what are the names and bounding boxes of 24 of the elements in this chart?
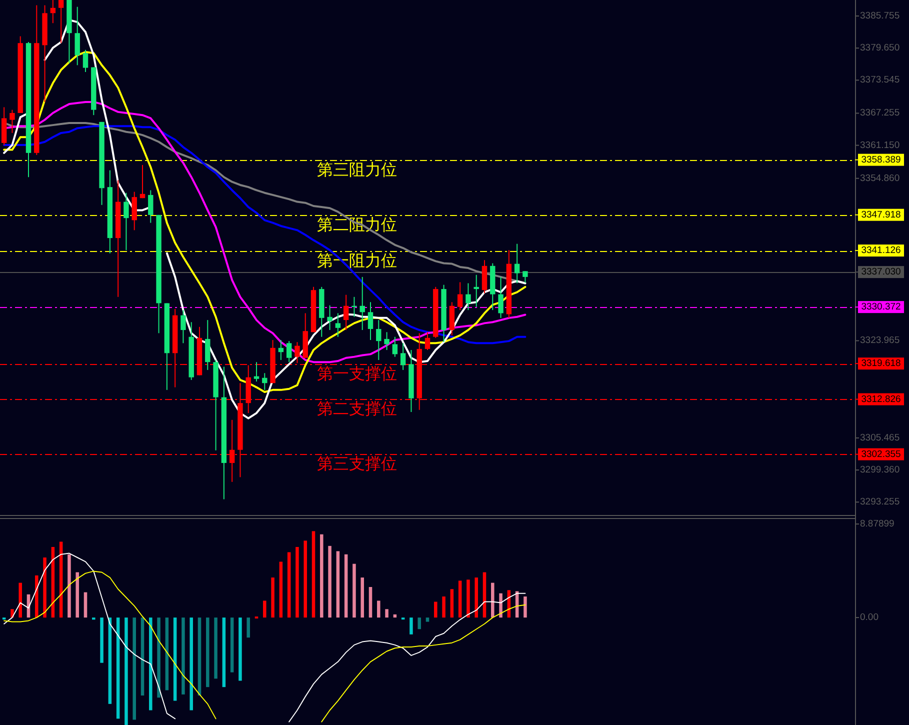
y-tick-label: 3330.372 xyxy=(861,302,901,313)
ref-line-label: 第三支撑位 xyxy=(317,455,397,473)
y-tick-label: 8.87899 xyxy=(860,518,894,530)
y-tick-label: 0.00 xyxy=(860,612,878,624)
y-tick-label: 3358.389 xyxy=(861,154,901,166)
y-tick-label: 3302.355 xyxy=(861,448,901,460)
y-tick-label: 3373.545 xyxy=(860,74,900,86)
y-tick-label: 3379.650 xyxy=(860,42,900,54)
y-tick-label: 3341.126 xyxy=(861,245,901,256)
y-tick-label: 3305.465 xyxy=(860,432,900,444)
y-tick-label: 3323.965 xyxy=(860,335,900,346)
y-tick-label: 3367.255 xyxy=(860,108,900,119)
ref-line-label: 第二支撑位 xyxy=(317,400,397,418)
y-tick-label: 3385.755 xyxy=(860,10,900,22)
ref-line-label: 第三阻力位 xyxy=(317,161,397,179)
y-tick-label: 3354.860 xyxy=(860,172,900,184)
y-tick-label: 3319.618 xyxy=(861,358,901,370)
y-tick-label: 3347.918 xyxy=(861,209,901,220)
y-tick-label: 3293.255 xyxy=(860,496,900,508)
y-tick-label: 3299.360 xyxy=(860,464,900,476)
y-tick-label: 3361.150 xyxy=(860,140,900,151)
y-tick-label: 3337.030 xyxy=(861,266,901,278)
ref-line-label: 第一支撑位 xyxy=(317,365,397,383)
y-tick-label: 3312.826 xyxy=(861,394,901,405)
